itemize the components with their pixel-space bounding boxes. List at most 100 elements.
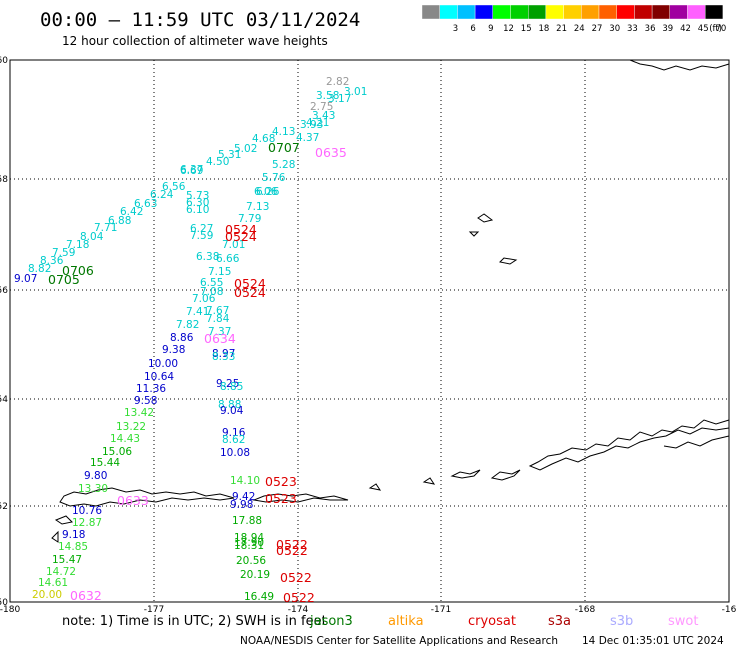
wave-height-label: 14.61: [38, 577, 68, 589]
wave-height-label: 9.42: [232, 491, 255, 503]
footer-credit: NOAA/NESDIS Center for Satellite Applica…: [240, 635, 558, 647]
wave-height-label: 9.80: [84, 470, 107, 482]
wave-height-label: 9.38: [162, 344, 185, 356]
pass-time-label: 0524: [225, 222, 257, 237]
wave-height-label: 6.66: [216, 253, 240, 265]
wave-height-label: 13.30: [78, 483, 108, 495]
wave-height-label: 15.06: [102, 446, 132, 458]
satellite-legend-altika: altika: [388, 614, 424, 629]
wave-height-label: 17.90: [234, 537, 264, 549]
wave-height-label: 5.73: [186, 190, 209, 202]
pass-time-label: 0522: [283, 590, 315, 605]
legend-label: 21: [556, 24, 567, 34]
wave-height-label: 6.27: [190, 223, 213, 235]
satellite-legend-swot: swot: [668, 614, 698, 629]
axis-tick-labels: -180 -177 -174 -171 -168 -16 60 58 56 54 52 50: [0, 56, 737, 615]
pass-time-label: 0632: [70, 588, 102, 603]
y-tick-label: 52: [0, 502, 8, 512]
satellite-legend: jason3 altika cryosat s3a s3b swot: [309, 614, 698, 629]
coastline-alaska-peninsula: [51, 419, 730, 543]
satellite-legend-cryosat: cryosat: [468, 614, 516, 629]
wave-height-label: 14.10: [230, 475, 260, 487]
legend-swatch: [545, 4, 564, 20]
wave-height-label: 3.58: [316, 90, 339, 102]
wave-height-label: 5.02: [234, 143, 257, 155]
footer-note: note: 1) Time is in UTC; 2) SWH is in fe…: [62, 614, 327, 629]
wave-height-label: 14.85: [58, 541, 88, 553]
wave-height-label: 6.88: [108, 215, 131, 227]
wave-height-label: 10.76: [72, 505, 102, 517]
wave-height-label: 14.43: [110, 433, 140, 445]
wave-height-label: 20.56: [236, 555, 266, 567]
legend-swatch: [669, 4, 688, 20]
pass-time-label: 0633: [117, 493, 149, 508]
legend-label: 36: [645, 24, 656, 34]
legend-swatch: [492, 4, 511, 20]
pass-time-label: 0522: [276, 537, 308, 552]
wave-height-label: 14.72: [46, 566, 76, 578]
wave-height-label: 10.00: [148, 358, 178, 370]
wave-height-label: 3.93: [300, 119, 323, 131]
x-tick-label: -16: [722, 605, 737, 615]
coastline-pribilof-islands: [468, 213, 518, 265]
x-tick-label: -180: [0, 605, 20, 615]
legend-label: 3: [453, 24, 458, 34]
pass-time-label: 0523: [265, 491, 297, 506]
x-tick-label: -168: [575, 605, 596, 615]
legend-swatch: [510, 4, 529, 20]
legend-label: 33: [627, 24, 638, 34]
wave-height-label: 6.30: [186, 197, 209, 209]
wave-height-label: 7.01: [222, 239, 245, 251]
x-tick-label: -171: [431, 605, 451, 615]
wave-height-label: 6.55: [200, 277, 223, 289]
wave-height-label: 8.04: [80, 231, 104, 243]
wave-height-label: 6.42: [120, 206, 143, 218]
satellite-legend-jason3: jason3: [309, 614, 353, 629]
pass-time-label: 0522: [276, 543, 308, 558]
wave-height-label: 16.49: [244, 591, 274, 603]
wave-height-label: 6.69: [180, 165, 203, 177]
wave-height-label: 20.19: [240, 569, 270, 581]
y-tick-label: 56: [0, 286, 8, 296]
legend-swatch: [598, 4, 617, 20]
legend-label: 18: [538, 24, 549, 34]
legend-swatch: [687, 4, 706, 20]
wave-height-label: 4.37: [296, 132, 319, 144]
wave-height-label: 7.67: [206, 305, 229, 317]
wave-height-label: 2.75: [310, 101, 333, 113]
legend-label: 6: [470, 24, 475, 34]
legend-swatch: [651, 4, 670, 20]
legend-swatch: [457, 4, 476, 20]
wave-height-label: 7.08: [200, 286, 223, 298]
y-tick-label: 54: [0, 395, 8, 405]
wave-height-label: 12.87: [72, 517, 102, 529]
legend-swatch: [616, 4, 635, 20]
wave-height-label: 20.00: [32, 589, 62, 601]
footer-timestamp: 14 Dec 01:35:01 UTC 2024: [582, 635, 724, 647]
wave-height-label: 18.31: [234, 540, 264, 552]
legend-swatch: [421, 4, 440, 20]
wave-height-color-legend: 3 6 9 12 15 18 21 24 27 30 33 36 39 42 45 70(ft): [421, 4, 726, 34]
legend-swatch: [474, 4, 494, 20]
wave-height-label: 9.25: [216, 378, 239, 390]
wave-height-label: 19.45: [0, 0, 30, 3]
wave-height-label: 4.68: [252, 133, 275, 145]
wave-height-label: 17.88: [232, 515, 262, 527]
y-tick-label: 60: [0, 56, 8, 66]
wave-height-label: 8.62: [222, 434, 245, 446]
legend-swatch: [634, 4, 653, 20]
legend-label: 27: [592, 24, 603, 34]
legend-swatch: [439, 4, 458, 20]
pass-time-label: 0522: [280, 570, 312, 585]
wave-height-label: 6.24: [150, 189, 174, 201]
wave-height-label: 8.36: [40, 255, 64, 267]
pass-time-label: 0634: [204, 331, 236, 346]
wave-height-label: 18.94: [234, 532, 264, 544]
wave-height-label: 6.56: [162, 181, 186, 193]
pass-time-label: 0524: [234, 285, 266, 300]
wave-height-label: 6.10: [186, 204, 209, 216]
wave-height-label: 5.28: [272, 159, 295, 171]
wave-height-label: 8.82: [28, 263, 51, 275]
wave-height-label: 7.06: [192, 293, 216, 305]
